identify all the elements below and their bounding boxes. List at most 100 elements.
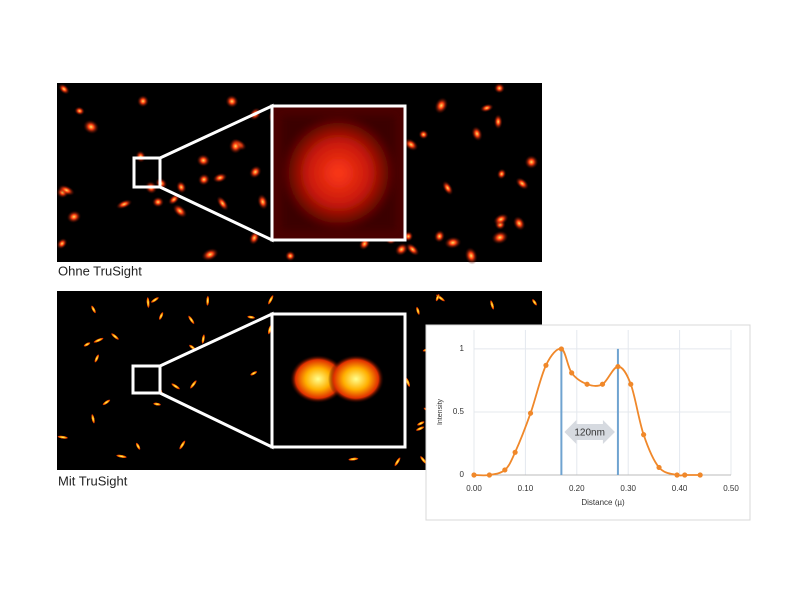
x-tick-label: 0.10 — [518, 484, 534, 493]
blob — [172, 204, 188, 218]
blob — [249, 370, 258, 376]
blob — [216, 195, 229, 211]
blob — [435, 293, 440, 302]
blob — [58, 184, 75, 196]
blob — [201, 333, 206, 345]
blob — [201, 248, 219, 262]
blob — [394, 456, 401, 467]
y-tick-label: 1 — [460, 344, 465, 353]
blob — [158, 311, 164, 321]
blob — [90, 305, 97, 314]
blob — [415, 426, 425, 432]
blob — [225, 94, 239, 108]
blob — [178, 440, 186, 450]
blob — [416, 420, 425, 426]
data-point — [641, 432, 647, 438]
blob — [434, 97, 449, 114]
blob — [197, 173, 210, 186]
blob — [228, 138, 243, 154]
blob — [249, 165, 262, 179]
zoom-frame — [270, 312, 407, 449]
blob — [471, 126, 483, 142]
blob — [347, 457, 359, 461]
blob — [524, 155, 539, 169]
blob — [115, 199, 133, 210]
blob — [135, 442, 141, 451]
data-point — [471, 472, 477, 478]
blob — [146, 296, 150, 309]
blob — [531, 298, 538, 306]
blob — [137, 95, 149, 108]
blob — [515, 177, 529, 190]
chart: Distance (µ) Intensity 0.00 0.10 0.20 0.30 0… — [425, 324, 751, 521]
blob — [394, 243, 409, 256]
data-point — [543, 362, 549, 368]
data-point — [527, 410, 534, 416]
annotation: 120nm — [574, 428, 605, 439]
blob — [415, 306, 420, 316]
blob — [489, 299, 495, 311]
chart-panel — [425, 324, 751, 521]
data-point — [584, 381, 590, 387]
blob — [102, 399, 111, 406]
caption: Mit TruSight — [58, 473, 128, 488]
zoom-blob — [328, 355, 384, 403]
blob — [94, 353, 100, 363]
x-tick-label: 0.20 — [569, 484, 585, 493]
blob — [491, 230, 509, 245]
x-tick-label: 0.30 — [620, 484, 636, 493]
blob — [419, 455, 427, 465]
blob — [170, 383, 181, 390]
caption: Ohne TruSight — [58, 263, 142, 278]
blob — [433, 229, 446, 243]
data-point — [558, 346, 564, 352]
blob — [83, 119, 100, 135]
blob — [83, 342, 91, 347]
blob — [176, 180, 187, 194]
blob — [405, 377, 411, 388]
data-point — [656, 464, 662, 471]
data-point — [486, 472, 493, 478]
blob — [246, 315, 256, 319]
y-tick-label: 0.5 — [453, 407, 465, 416]
blob — [479, 103, 494, 113]
zoom-source — [131, 364, 162, 395]
data-point — [697, 472, 703, 478]
blob — [168, 194, 180, 205]
zoom-overlays — [131, 103, 407, 450]
x-tick-label: 0.50 — [723, 484, 739, 493]
data-point — [674, 472, 680, 478]
blob — [493, 114, 503, 130]
blob — [496, 168, 507, 180]
blob — [464, 247, 478, 265]
blob — [93, 337, 104, 344]
zoom-blob — [282, 116, 395, 230]
blob — [418, 129, 429, 140]
blob — [444, 236, 462, 249]
blob — [257, 193, 269, 210]
blob — [66, 210, 82, 224]
blob — [58, 83, 70, 95]
data-point — [599, 381, 606, 387]
data-point — [628, 381, 634, 387]
blob — [56, 238, 68, 250]
x-tick-label: 0.40 — [672, 484, 688, 493]
blob — [405, 242, 420, 256]
x-tick-label: 0.00 — [466, 484, 482, 493]
blob — [493, 213, 509, 226]
x-axis-label: Distance (µ) — [581, 498, 625, 507]
y-tick-label: 0 — [460, 470, 465, 479]
zoom-source — [132, 156, 162, 189]
blob — [115, 454, 128, 459]
data-point — [615, 363, 621, 370]
annotation-arrow — [564, 420, 615, 444]
blob — [403, 138, 419, 151]
data-point — [512, 449, 518, 455]
blob — [512, 216, 526, 231]
data-point — [502, 467, 508, 473]
blob — [442, 180, 454, 196]
blob — [57, 435, 69, 440]
blob — [91, 413, 96, 424]
